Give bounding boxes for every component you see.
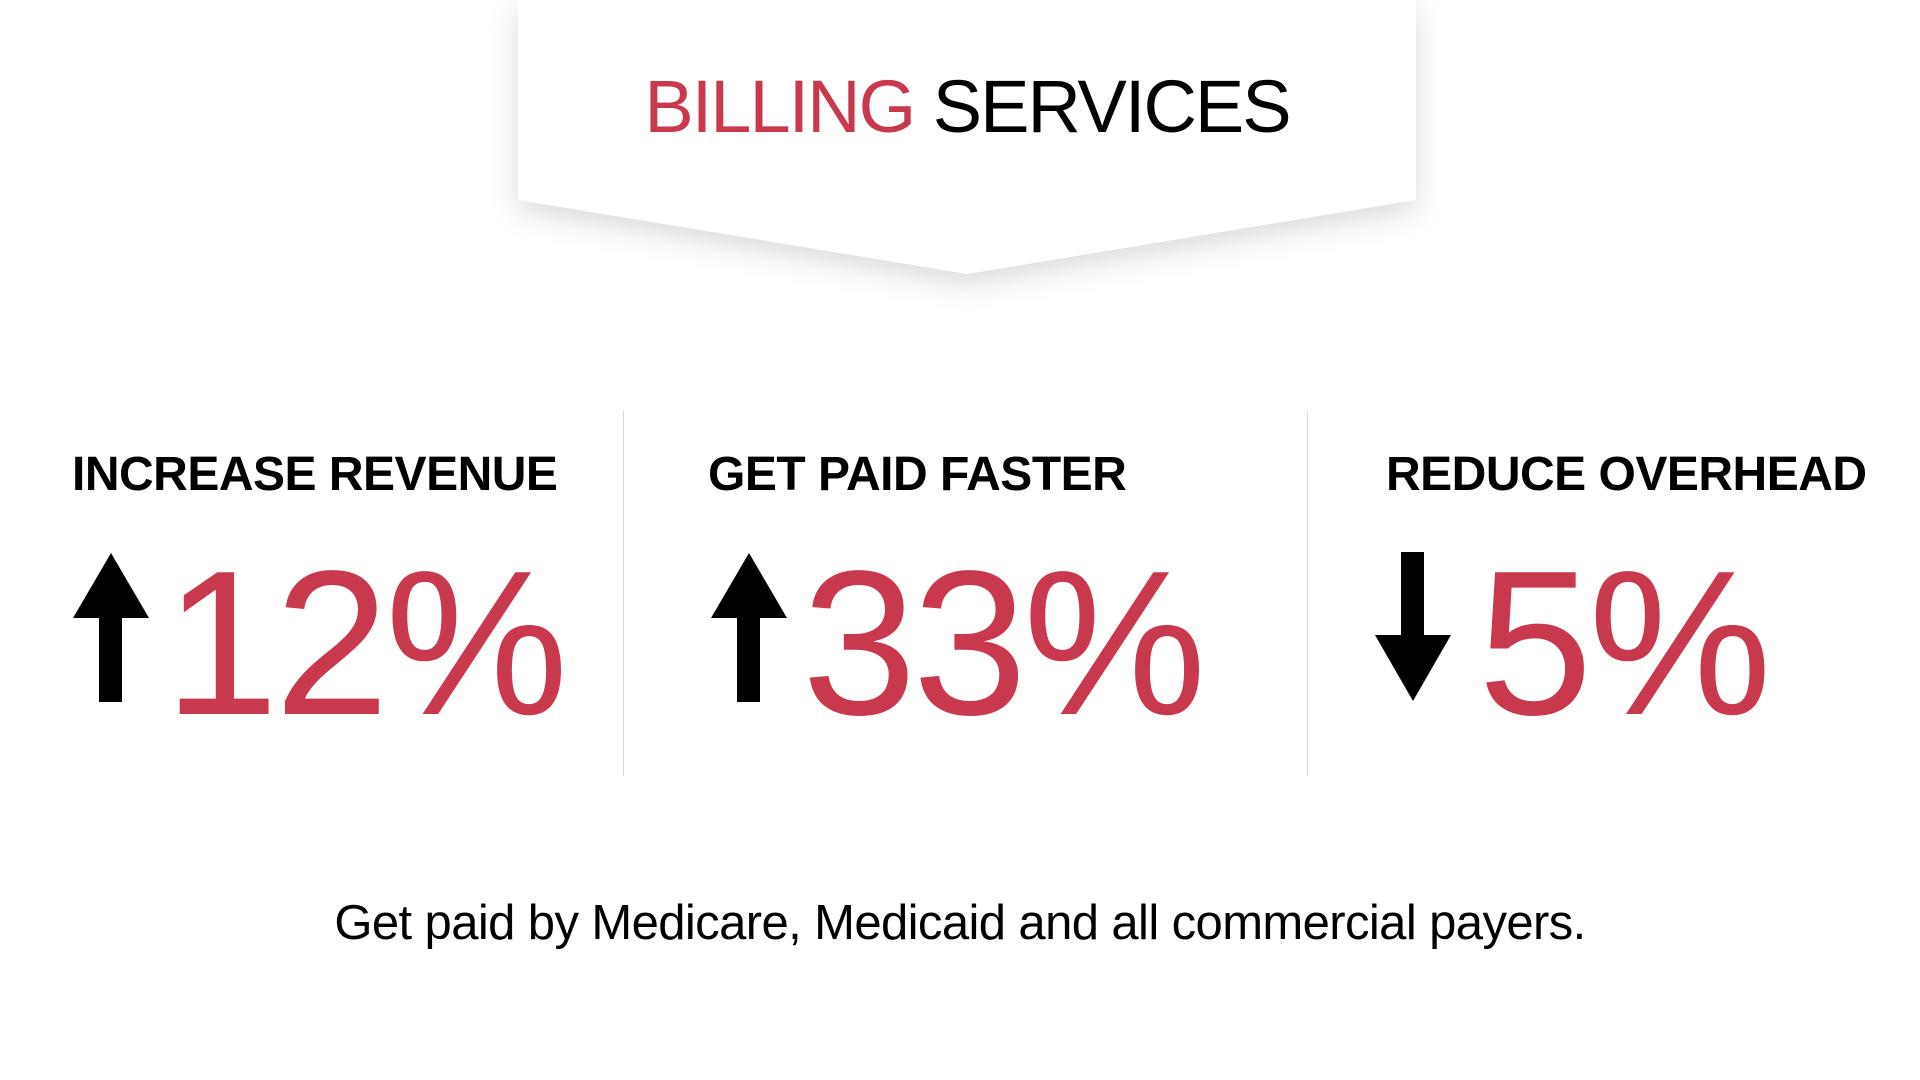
- footer-tagline: Get paid by Medicare, Medicaid and all c…: [334, 896, 1586, 950]
- stat-value: 5%: [1478, 528, 1772, 758]
- title-rest: SERVICES: [932, 65, 1292, 148]
- stat-value: 33%: [802, 528, 1206, 758]
- arrow-up-icon: [711, 553, 787, 702]
- arrow-down-icon: [1375, 552, 1451, 701]
- column-divider: [623, 411, 624, 776]
- title-accent: BILLING: [644, 65, 916, 148]
- arrow-up-icon: [73, 553, 149, 702]
- stat-label: GET PAID FASTER: [708, 448, 1127, 501]
- column-divider: [1307, 411, 1308, 776]
- header-banner: BILLING SERVICES: [518, 0, 1416, 290]
- stat-label: INCREASE REVENUE: [72, 448, 558, 501]
- page-title: BILLING SERVICES: [518, 62, 1416, 152]
- stat-label: REDUCE OVERHEAD: [1386, 448, 1867, 501]
- banner-shape: BILLING SERVICES: [518, 0, 1416, 274]
- stat-value: 12%: [164, 528, 568, 758]
